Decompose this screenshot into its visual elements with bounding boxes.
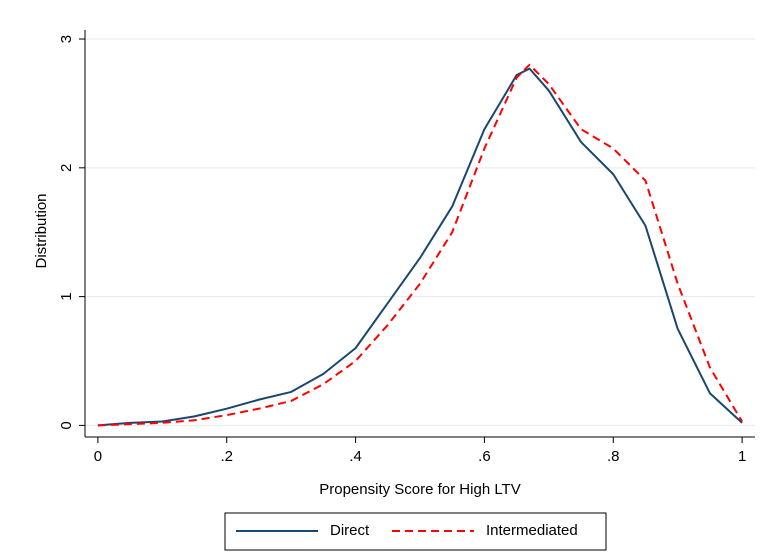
y-tick-label: 3 (58, 35, 75, 43)
y-tick-label: 0 (58, 421, 75, 429)
legend-label: Intermediated (486, 522, 578, 539)
y-tick-label: 1 (58, 292, 75, 300)
legend-label: Direct (330, 522, 370, 539)
line-0 (97, 67, 743, 427)
x-tick-label: .6 (478, 448, 491, 465)
x-tick-label: 0 (94, 448, 102, 465)
y-axis-title: Distribution (33, 193, 50, 268)
line-1 (97, 63, 743, 427)
x-tick-label: .8 (607, 448, 620, 465)
x-tick-label: .2 (220, 448, 233, 465)
x-tick-label: .4 (349, 448, 362, 465)
y-tick-label: 2 (58, 164, 75, 172)
x-tick-label: 1 (738, 448, 746, 465)
x-axis-title: Propensity Score for High LTV (319, 481, 520, 498)
